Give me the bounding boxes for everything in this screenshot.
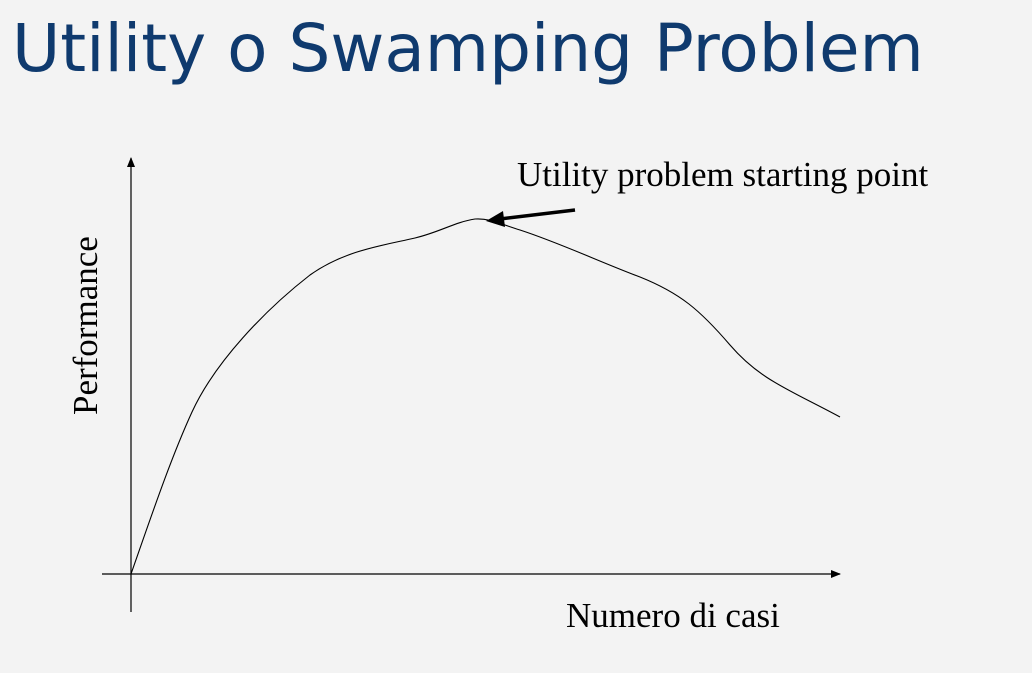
- annotation-label: Utility problem starting point: [517, 155, 928, 194]
- x-axis-label: Numero di casi: [566, 596, 780, 635]
- annotation-arrow-head: [486, 211, 505, 227]
- slide-title: Utility o Swamping Problem: [12, 10, 924, 87]
- performance-curve: [130, 218, 841, 575]
- y-axis-label: Performance: [66, 236, 105, 415]
- annotation-arrow-shaft: [499, 208, 576, 221]
